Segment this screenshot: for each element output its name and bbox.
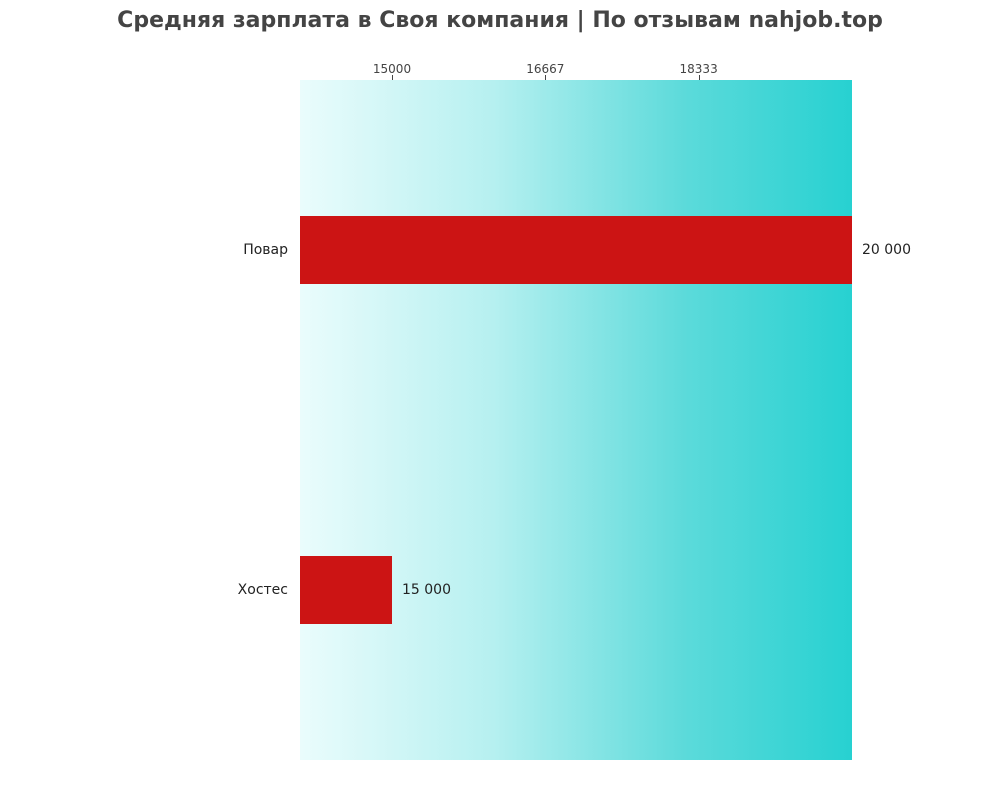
x-tick-label: 16667 (526, 62, 564, 76)
bar (300, 556, 392, 624)
plot-area: 150001666718333Повар20 000Хостес15 000 (300, 80, 852, 760)
x-tick-label: 15000 (373, 62, 411, 76)
bar (300, 216, 852, 284)
chart-title: Средняя зарплата в Своя компания | По от… (0, 0, 1000, 33)
x-tick-mark (545, 75, 546, 80)
bar-value-label: 15 000 (402, 582, 451, 598)
plot-background (300, 80, 852, 760)
x-tick-mark (699, 75, 700, 80)
x-tick-mark (392, 75, 393, 80)
x-tick-label: 18333 (680, 62, 718, 76)
y-category-label: Хостес (238, 582, 288, 598)
y-category-label: Повар (243, 242, 288, 258)
bar-value-label: 20 000 (862, 242, 911, 258)
